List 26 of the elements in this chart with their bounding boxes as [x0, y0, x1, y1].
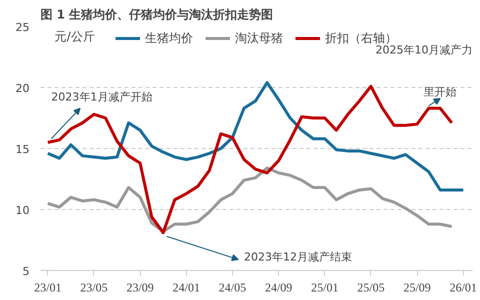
y-tick-label: 25 [16, 21, 30, 34]
line-series [46, 166, 454, 233]
annotation: 里开始 [424, 85, 457, 98]
legend-label: 折扣（右轴） [325, 30, 397, 45]
x-tick-label: 23/05 [80, 280, 108, 294]
y-tick-label: 5 [22, 265, 30, 278]
chart-title: 图 1 生猪均价、仔猪均价与淘汰折扣走势图 [40, 8, 274, 22]
annotation: 2025年10月减产力 [376, 44, 473, 56]
x-tick-label: 24/05 [218, 280, 246, 294]
annotation: 2023年12月减产结束 [244, 250, 352, 264]
legend-label: 淘汰母猪 [235, 30, 283, 46]
line-series [46, 81, 465, 192]
y-axis-title: 元/公斤 [54, 30, 95, 44]
y-tick-label: 20 [16, 82, 30, 95]
x-tick-label: 26/01 [450, 280, 477, 294]
x-tick-label: 23/09 [126, 280, 154, 294]
x-tick-label: 25/01 [311, 280, 338, 294]
y-tick-label: 15 [16, 143, 30, 156]
x-tick-label: 25/09 [403, 280, 431, 294]
annotation: 2023年1月减产开始 [51, 90, 152, 104]
x-tick-label: 25/05 [357, 280, 385, 294]
x-tick-label: 24/01 [172, 280, 200, 294]
x-tick-label: 24/09 [264, 280, 292, 294]
x-tick-label: 23/01 [34, 280, 62, 294]
y-tick-label: 10 [16, 204, 30, 217]
legend-label: 生猪均价 [145, 30, 193, 46]
